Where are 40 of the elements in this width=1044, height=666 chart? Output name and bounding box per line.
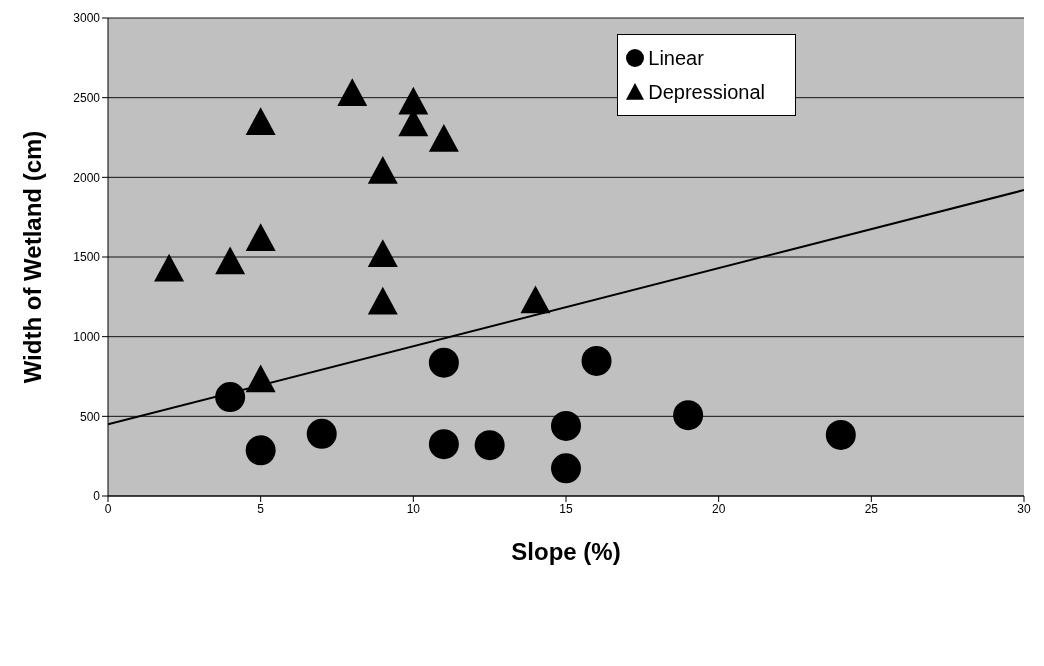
point (367, 155, 398, 184)
y-tick-label: 1000 (73, 329, 101, 344)
point (551, 410, 581, 441)
y-tick-label: 1500 (73, 250, 101, 265)
y-tick-label: 2500 (73, 90, 101, 105)
point (520, 285, 551, 314)
point (245, 435, 276, 466)
point (337, 78, 368, 106)
point (215, 382, 246, 413)
point (367, 239, 398, 267)
x-tick-label: 10 (406, 501, 421, 516)
y-tick-label: 0 (93, 489, 101, 504)
y-tick-label: 500 (79, 409, 101, 424)
y-tick-label: 2000 (73, 170, 101, 185)
x-tick-label: 20 (711, 501, 726, 516)
legend-label: Depressional (648, 80, 765, 104)
point (245, 107, 276, 135)
x-tick-label: 0 (104, 501, 112, 516)
point (306, 418, 337, 449)
point (474, 430, 505, 461)
point (428, 347, 459, 378)
y-tick-label: 3000 (73, 11, 101, 26)
x-tick-label: 30 (1017, 501, 1031, 516)
point (428, 123, 459, 152)
point (673, 400, 704, 431)
point (215, 246, 246, 275)
y-axis-title: Width of Wetland (cm) (18, 130, 46, 384)
point (398, 86, 429, 115)
point (581, 345, 612, 376)
x-tick-label: 5 (257, 501, 265, 516)
x-axis-title: Slope (%) (511, 538, 621, 565)
point (154, 253, 185, 282)
point (367, 286, 398, 315)
x-tick-label: 25 (864, 501, 879, 516)
point (551, 453, 581, 484)
x-tick-label: 15 (559, 501, 573, 516)
point (245, 223, 276, 251)
point (428, 429, 459, 460)
point (825, 419, 856, 450)
legend-label: Linear (648, 46, 704, 70)
